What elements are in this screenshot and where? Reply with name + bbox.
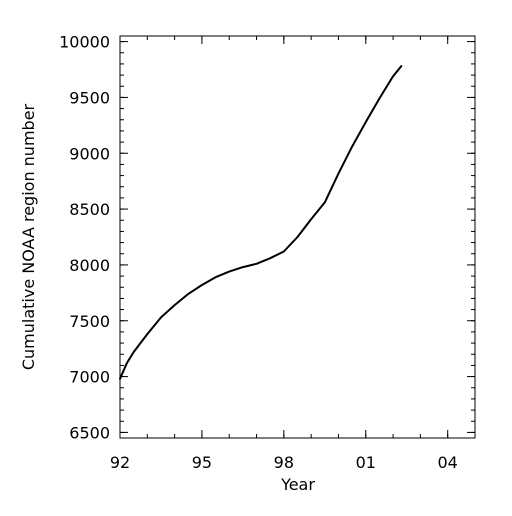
y-tick-label: 6500 bbox=[69, 423, 110, 442]
plot-frame bbox=[119, 35, 476, 439]
ticks-layer: 92 95 98 01 04 6500 7000 7500 8000 8500 9000 9500 10… bbox=[59, 33, 476, 472]
y-tick-label: 10000 bbox=[59, 33, 110, 52]
x-tick-label: 01 bbox=[356, 453, 376, 472]
y-tick-label: 7000 bbox=[69, 368, 110, 387]
series-layer bbox=[119, 65, 403, 380]
y-tick-label: 9000 bbox=[69, 144, 110, 163]
x-tick-label: 92 bbox=[110, 453, 130, 472]
y-tick-label: 9500 bbox=[69, 88, 110, 107]
x-tick-label: 95 bbox=[192, 453, 212, 472]
y-tick-label: 7500 bbox=[69, 312, 110, 331]
x-tick-label: 98 bbox=[274, 453, 294, 472]
y-tick-label: 8000 bbox=[69, 256, 110, 275]
y-tick-label: 8500 bbox=[69, 200, 110, 219]
x-tick-label: 04 bbox=[438, 453, 458, 472]
x-axis-label: Year bbox=[280, 475, 315, 494]
y-axis-label: Cumulative NOAA region number bbox=[19, 103, 38, 370]
series-line bbox=[119, 65, 403, 380]
